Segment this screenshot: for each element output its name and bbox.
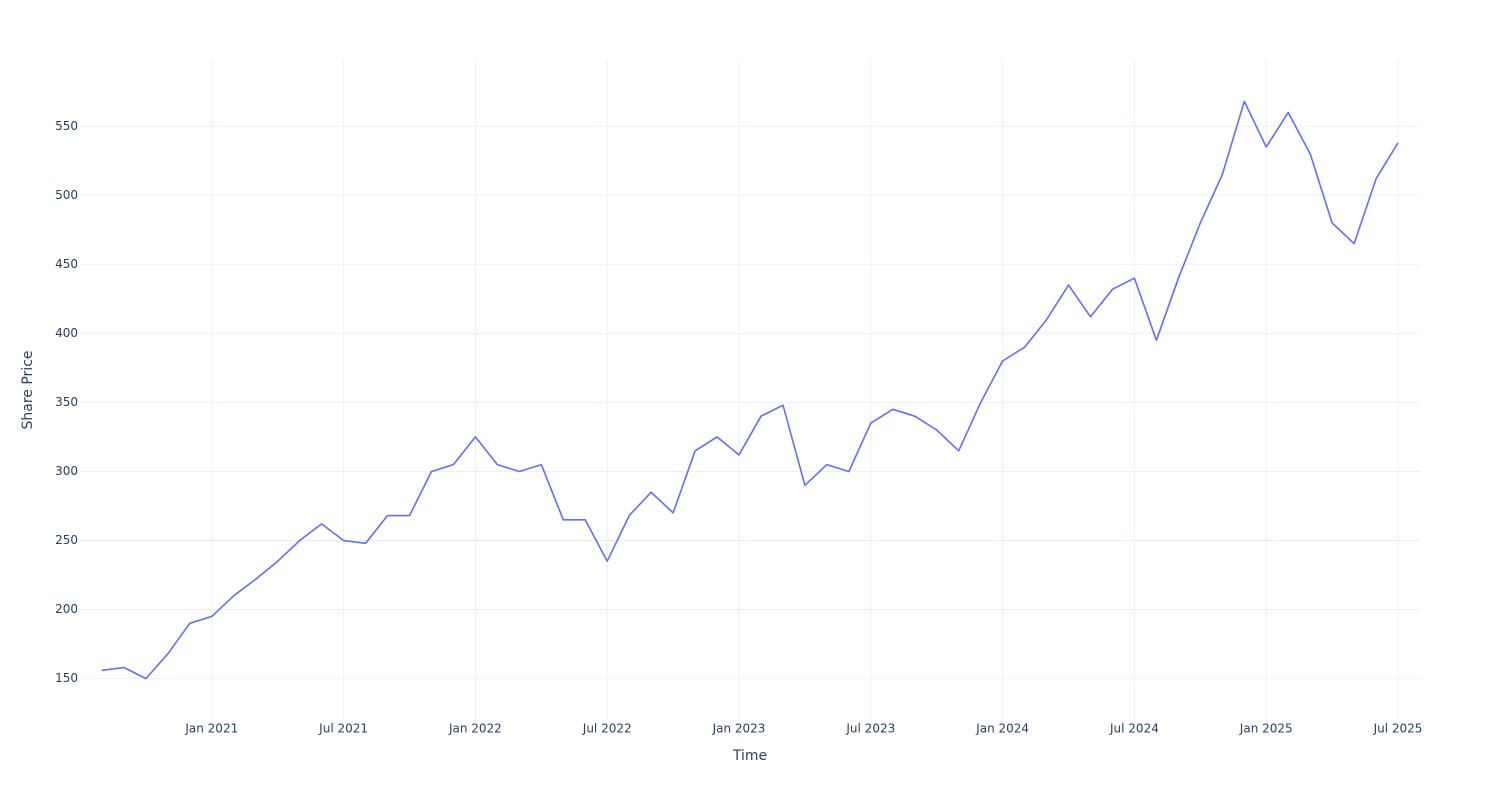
- line-series: [101, 100, 1399, 680]
- x-tick-label: Jan 2021: [184, 722, 238, 736]
- x-tick-label: Jul 2025: [1373, 722, 1423, 736]
- y-tick-label: 300: [55, 464, 78, 478]
- y-tick-label: 200: [55, 602, 78, 616]
- y-tick-label: 500: [55, 188, 78, 202]
- x-tick-label: Jul 2023: [845, 722, 895, 736]
- x-tick-label: Jan 2025: [1239, 722, 1293, 736]
- y-tick-label: 550: [55, 119, 78, 133]
- x-tick-label: Jul 2021: [318, 722, 368, 736]
- x-tick-label: Jul 2022: [582, 722, 632, 736]
- y-tick-label: 250: [55, 533, 78, 547]
- x-axis-title: Time: [732, 748, 767, 764]
- y-tick-label: 350: [55, 395, 78, 409]
- y-axis-title: Share Price: [20, 350, 36, 429]
- y-tick-label: 150: [55, 671, 78, 685]
- x-tick-label: Jan 2023: [712, 722, 766, 736]
- y-tick-label: 450: [55, 257, 78, 271]
- x-tick-label: Jul 2024: [1109, 722, 1159, 736]
- y-tick-label: 400: [55, 326, 78, 340]
- x-tick-label: Jan 2022: [448, 722, 502, 736]
- x-tick-label: Jan 2024: [975, 722, 1029, 736]
